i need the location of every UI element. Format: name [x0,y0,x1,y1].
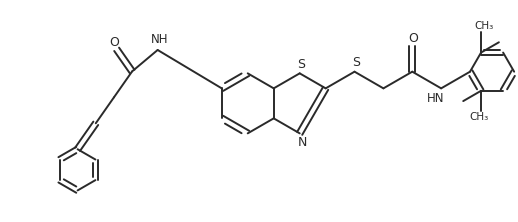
Text: O: O [110,36,120,49]
Text: CH₃: CH₃ [469,112,488,122]
Text: S: S [297,57,305,71]
Text: S: S [352,56,360,69]
Text: HN: HN [426,92,444,105]
Text: N: N [297,136,307,149]
Text: O: O [408,32,418,45]
Text: CH₃: CH₃ [474,21,493,31]
Text: NH: NH [151,33,168,46]
